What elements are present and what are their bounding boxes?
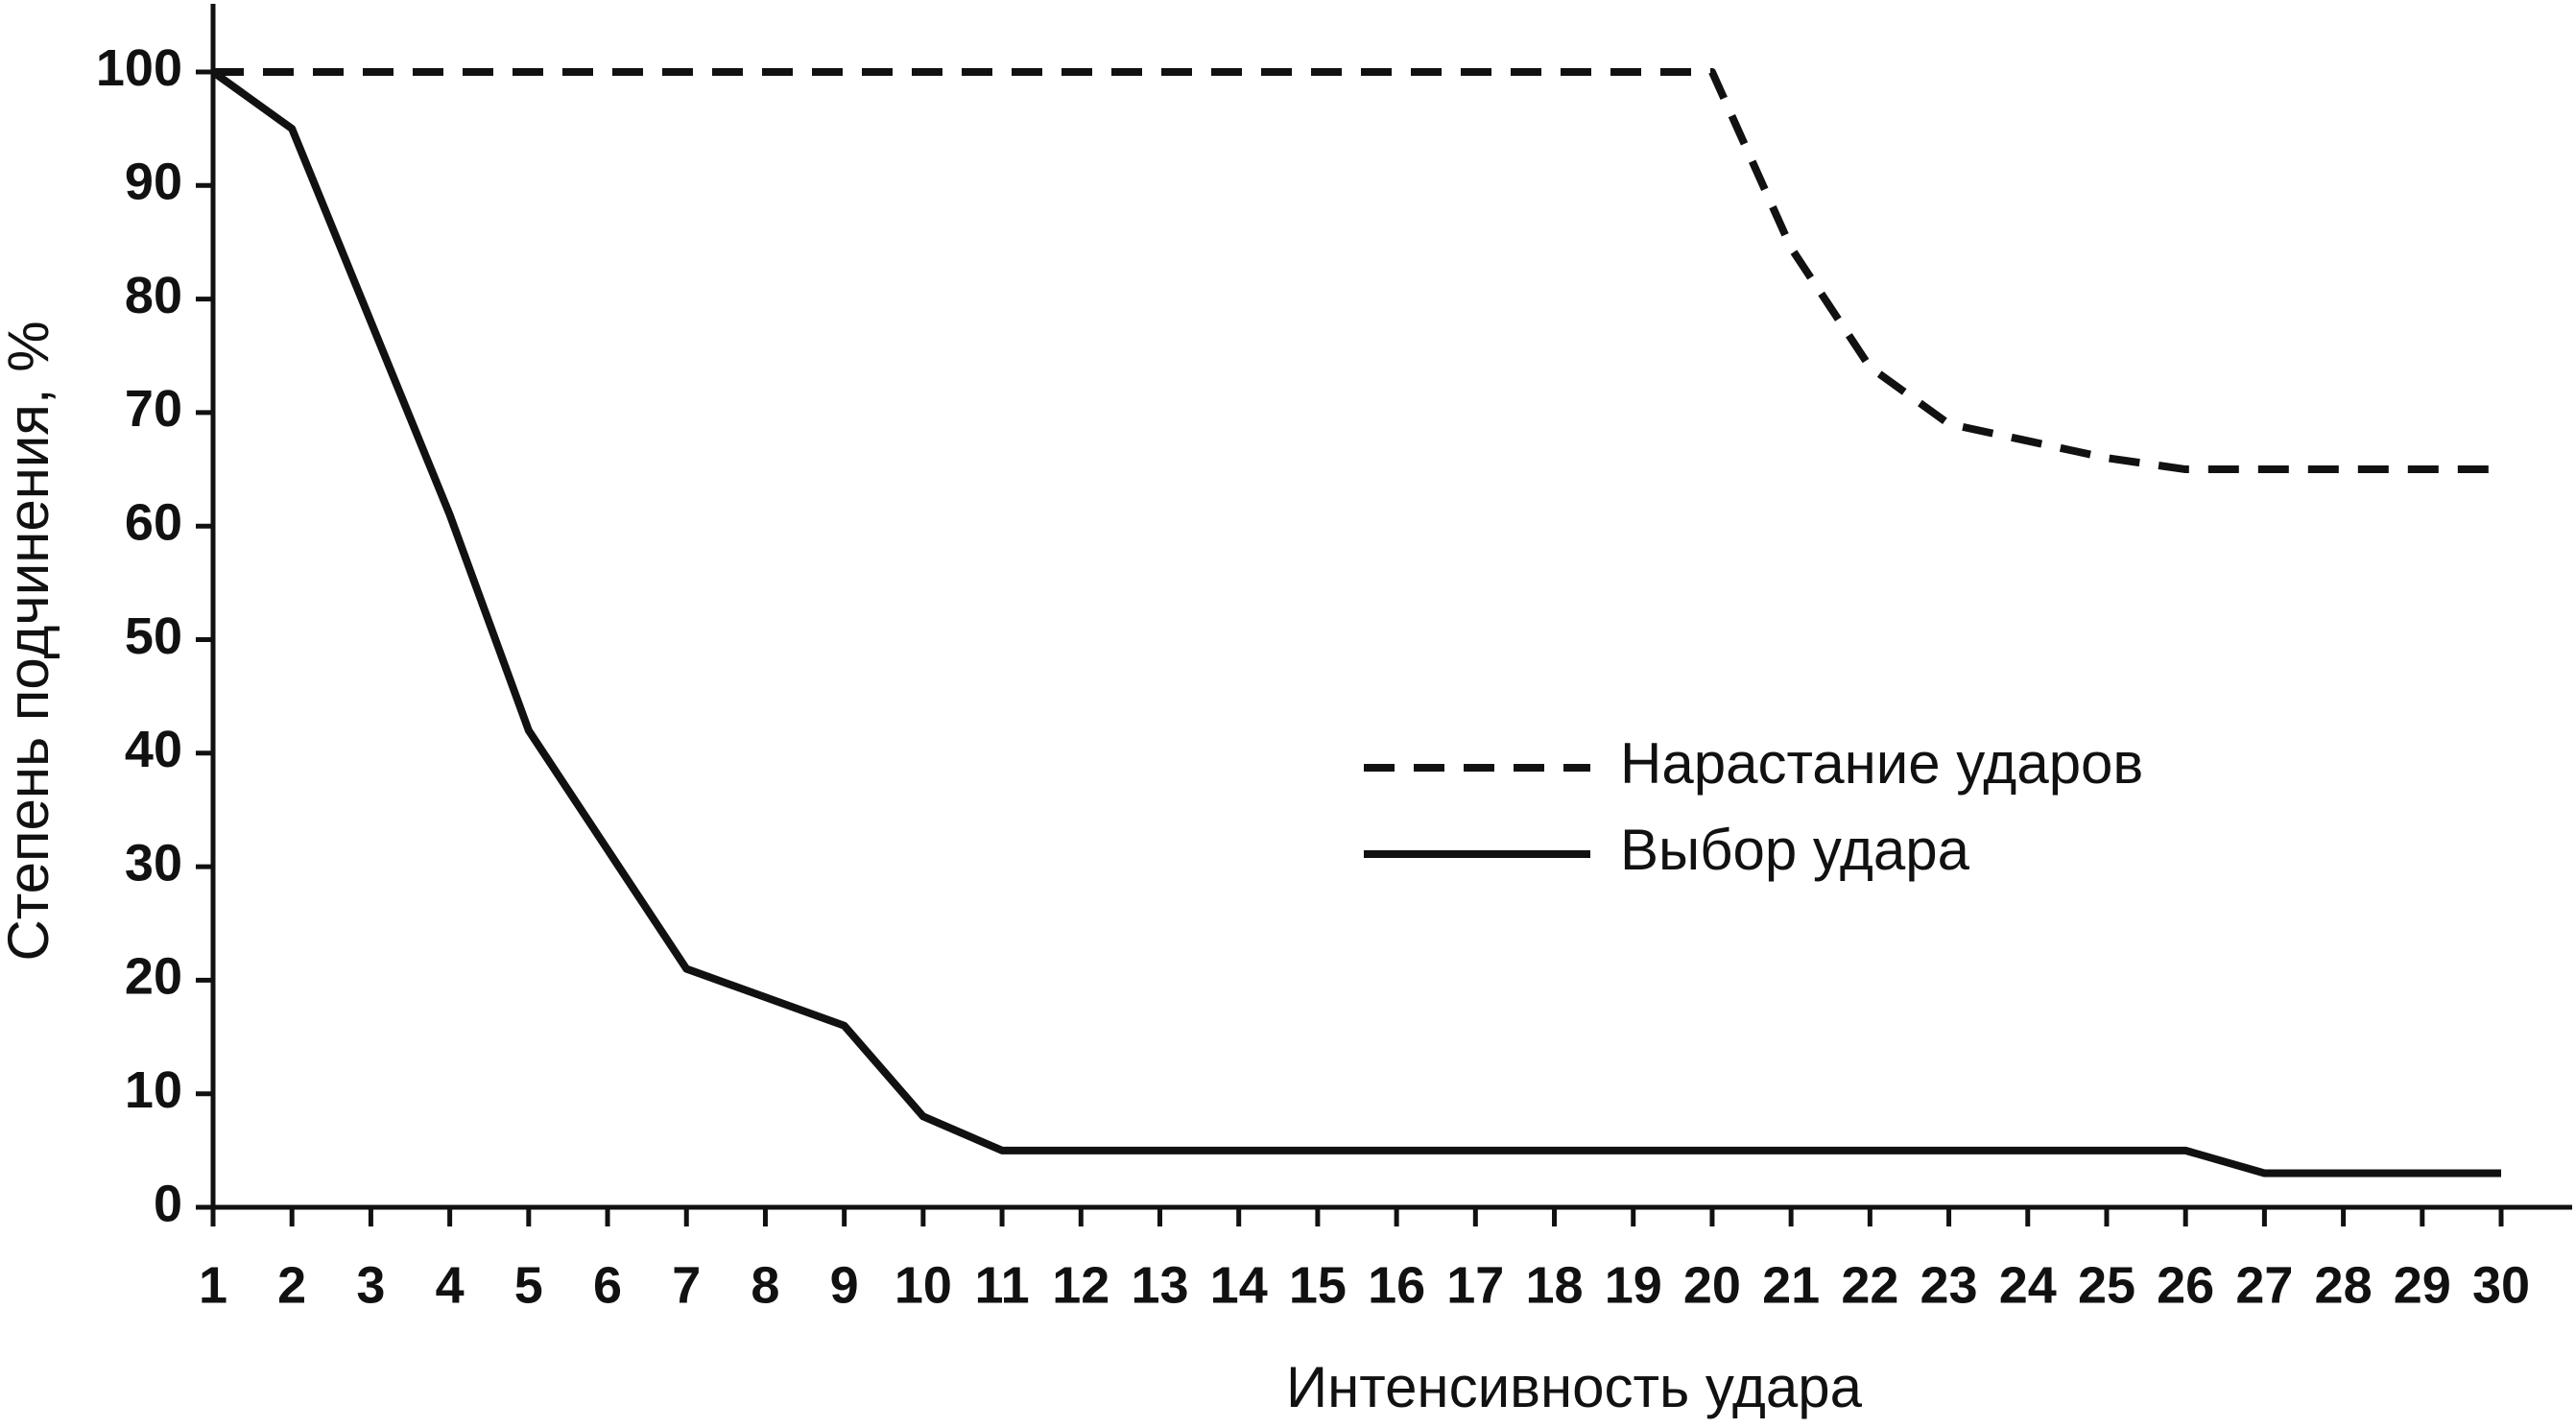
y-tick-label: 40 bbox=[125, 721, 182, 778]
x-tick-label: 29 bbox=[2394, 1256, 2451, 1314]
y-axis-label: Степень подчинения, % bbox=[0, 321, 60, 961]
x-tick-label: 7 bbox=[672, 1256, 701, 1314]
y-tick-label: 30 bbox=[125, 834, 182, 892]
y-tick-label: 10 bbox=[125, 1061, 182, 1119]
x-tick-label: 4 bbox=[436, 1256, 465, 1314]
y-tick-label: 20 bbox=[125, 948, 182, 1006]
x-tick-label: 11 bbox=[975, 1256, 1030, 1314]
series-line bbox=[210, 68, 2502, 1178]
x-axis-label: Интенсивность удара bbox=[1286, 1355, 1863, 1419]
legend-label: Выбор удара bbox=[1620, 818, 1970, 882]
x-tick-label: 26 bbox=[2157, 1256, 2214, 1314]
x-tick-label: 15 bbox=[1289, 1256, 1347, 1314]
y-tick-label: 0 bbox=[154, 1175, 182, 1232]
x-tick-label: 18 bbox=[1525, 1256, 1583, 1314]
x-tick-label: 16 bbox=[1368, 1256, 1425, 1314]
x-tick-label: 24 bbox=[1999, 1256, 2057, 1314]
y-tick-label: 70 bbox=[125, 380, 182, 438]
x-tick-label: 22 bbox=[1841, 1256, 1898, 1314]
series-line bbox=[213, 67, 2502, 474]
x-tick-label: 1 bbox=[199, 1256, 227, 1314]
x-tick-label: 5 bbox=[514, 1256, 543, 1314]
x-tick-label: 17 bbox=[1446, 1256, 1504, 1314]
x-tick-label: 14 bbox=[1210, 1256, 1268, 1314]
x-tick-label: 27 bbox=[2235, 1256, 2293, 1314]
y-tick-label: 80 bbox=[125, 267, 182, 324]
x-tick-label: 12 bbox=[1052, 1256, 1109, 1314]
x-tick-label: 21 bbox=[1762, 1256, 1820, 1314]
x-tick-label: 20 bbox=[1683, 1256, 1741, 1314]
x-tick-label: 10 bbox=[894, 1256, 952, 1314]
x-tick-label: 25 bbox=[2078, 1256, 2135, 1314]
x-tick-label: 3 bbox=[356, 1256, 385, 1314]
x-tick-label: 23 bbox=[1920, 1256, 1978, 1314]
x-tick-label: 28 bbox=[2315, 1256, 2373, 1314]
legend-label: Нарастание ударов bbox=[1620, 731, 2143, 796]
x-tick-label: 19 bbox=[1605, 1256, 1662, 1314]
x-tick-label: 2 bbox=[277, 1256, 306, 1314]
y-tick-label: 60 bbox=[125, 493, 182, 551]
y-tick-label: 100 bbox=[96, 39, 182, 97]
y-tick-label: 50 bbox=[125, 607, 182, 665]
x-tick-label: 6 bbox=[593, 1256, 622, 1314]
x-tick-label: 9 bbox=[830, 1256, 859, 1314]
x-tick-label: 8 bbox=[751, 1256, 779, 1314]
x-tick-label: 30 bbox=[2472, 1256, 2530, 1314]
y-tick-label: 90 bbox=[125, 154, 182, 211]
x-tick-label: 13 bbox=[1131, 1256, 1188, 1314]
